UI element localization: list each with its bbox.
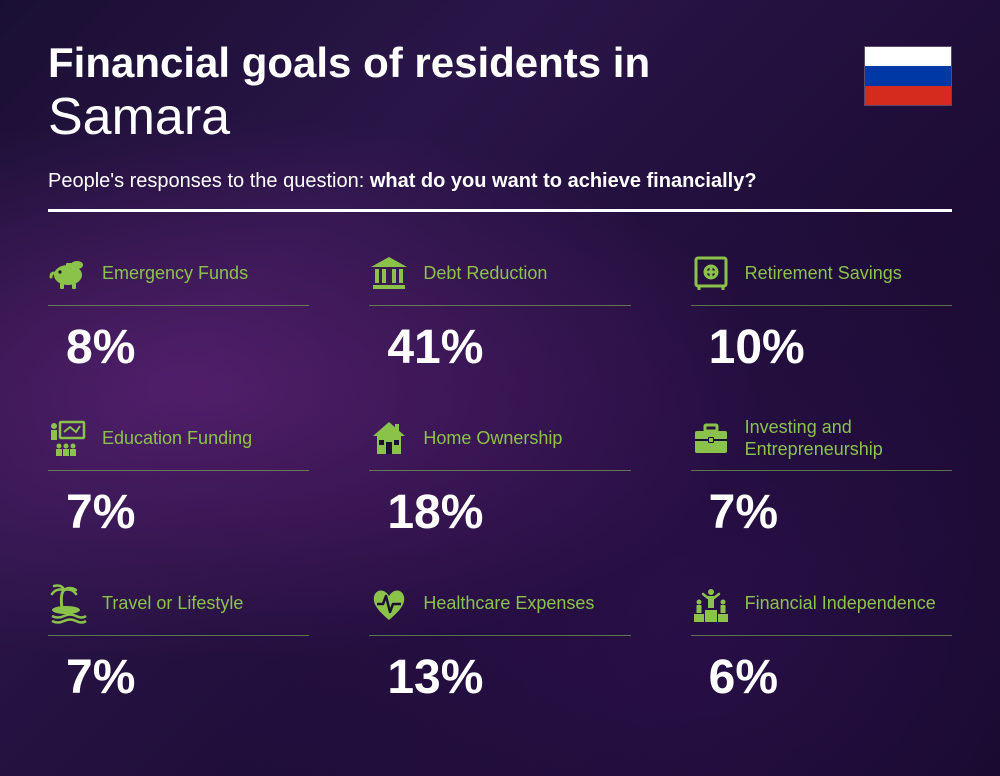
goal-value: 41% [369,320,630,375]
goal-head: Investing and Entrepreneurship [691,417,952,471]
header: Financial goals of residents in Samara P… [48,40,952,212]
goal-head: Debt Reduction [369,252,630,306]
goal-head: Healthcare Expenses [369,582,630,636]
subtitle: People's responses to the question: what… [48,170,952,193]
goal-head: Retirement Savings [691,252,952,306]
goal-value: 6% [691,650,952,705]
presentation-icon [48,418,88,458]
goal-label: Debt Reduction [423,263,547,285]
flag-stripe [865,86,951,105]
goal-investing: Investing and Entrepreneurship 7% [691,417,952,540]
goal-label: Investing and Entrepreneurship [745,417,952,460]
goal-retirement-savings: Retirement Savings 10% [691,252,952,375]
goal-value: 7% [48,485,309,540]
podium-icon [691,584,731,624]
goal-label: Home Ownership [423,428,562,450]
bank-icon [369,253,409,293]
goals-grid: Emergency Funds 8% Debt Reduction 41% Re… [48,252,952,705]
goal-label: Healthcare Expenses [423,593,594,615]
goal-label: Education Funding [102,428,252,450]
subtitle-bold: what do you want to achieve financially? [370,170,757,192]
goal-value: 18% [369,485,630,540]
goal-label: Emergency Funds [102,263,248,285]
flag-stripe [865,66,951,85]
goal-head: Home Ownership [369,417,630,471]
goal-debt-reduction: Debt Reduction 41% [369,252,630,375]
goal-value: 10% [691,320,952,375]
goal-value: 13% [369,650,630,705]
heart-pulse-icon [369,584,409,624]
goal-head: Travel or Lifestyle [48,582,309,636]
goal-label: Financial Independence [745,593,936,615]
goal-emergency-funds: Emergency Funds 8% [48,252,309,375]
briefcase-icon [691,419,731,459]
house-icon [369,418,409,458]
piggy-bank-icon [48,253,88,293]
palm-island-icon [48,584,88,624]
russia-flag-icon [864,46,952,106]
goal-head: Financial Independence [691,582,952,636]
page-title-city: Samara [48,88,952,148]
goal-healthcare: Healthcare Expenses 13% [369,582,630,705]
header-divider [48,209,952,212]
goal-value: 8% [48,320,309,375]
goal-travel-lifestyle: Travel or Lifestyle 7% [48,582,309,705]
goal-home-ownership: Home Ownership 18% [369,417,630,540]
goal-value: 7% [691,485,952,540]
goal-label: Retirement Savings [745,263,902,285]
goal-head: Emergency Funds [48,252,309,306]
page-title-prefix: Financial goals of residents in [48,40,952,86]
goal-financial-independence: Financial Independence 6% [691,582,952,705]
goal-label: Travel or Lifestyle [102,593,243,615]
subtitle-plain: People's responses to the question: [48,170,370,192]
goal-head: Education Funding [48,417,309,471]
flag-stripe [865,47,951,66]
goal-education-funding: Education Funding 7% [48,417,309,540]
safe-icon [691,253,731,293]
goal-value: 7% [48,650,309,705]
